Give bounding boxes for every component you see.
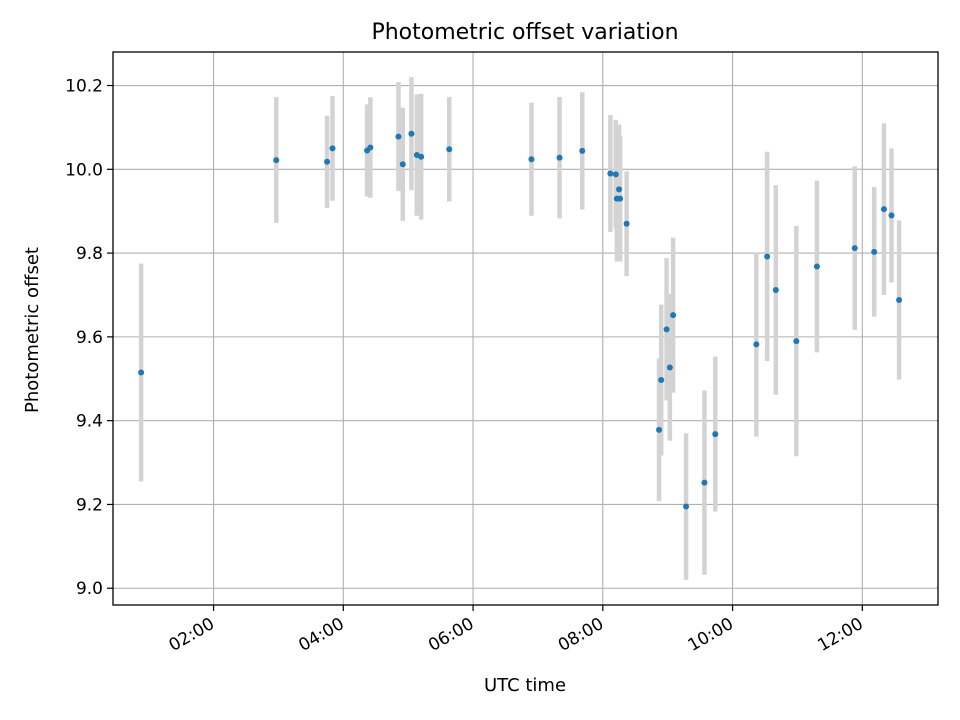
data-point (764, 253, 771, 260)
data-point (658, 377, 665, 384)
data-point (871, 248, 878, 255)
data-point (896, 297, 903, 304)
y-axis-ticks: 9.0 9.2 9.4 9.6 9.8 10.0 10.2 (65, 77, 113, 599)
data-point (793, 338, 800, 345)
y-tick-label: 9.8 (76, 244, 103, 264)
data-point (663, 326, 670, 333)
data-point (446, 146, 453, 153)
data-point (418, 153, 425, 160)
y-tick-label: 9.4 (76, 412, 103, 432)
x-axis-ticks: 02:00 04:00 06:00 08:00 10:00 12:00 (166, 605, 867, 656)
grid (113, 52, 938, 605)
y-tick-label: 10.0 (65, 160, 103, 180)
x-tick-label: 06:00 (425, 614, 477, 656)
data-point (813, 263, 820, 270)
data-point (666, 364, 673, 371)
data-point (683, 503, 690, 510)
data-point (712, 431, 719, 438)
x-tick-label: 02:00 (166, 614, 218, 656)
data-point (329, 145, 336, 152)
data-point (701, 479, 708, 486)
x-axis-label: UTC time (484, 675, 566, 696)
data-point (888, 212, 895, 219)
data-point (324, 158, 331, 165)
data-point (367, 144, 374, 151)
data-point (656, 426, 663, 433)
x-tick-label: 04:00 (295, 614, 347, 656)
data-point (579, 147, 586, 154)
x-tick-label: 12:00 (814, 614, 866, 656)
y-tick-label: 10.2 (65, 77, 103, 97)
data-point (617, 195, 624, 202)
chart-title: Photometric offset variation (371, 20, 678, 45)
data-point (607, 170, 614, 177)
x-tick-label: 08:00 (555, 614, 607, 656)
data-point (138, 369, 145, 376)
data-point (399, 161, 406, 168)
data-point (670, 312, 677, 319)
data-point (880, 206, 887, 213)
plot-frame (112, 51, 939, 606)
data-point (623, 220, 630, 227)
y-tick-label: 9.6 (76, 328, 103, 348)
y-axis-label: Photometric offset (22, 247, 43, 413)
data-point (408, 130, 415, 137)
x-tick-label: 10:00 (685, 614, 737, 656)
data-point (556, 154, 563, 161)
data-point (528, 156, 535, 163)
data-point (612, 171, 619, 178)
data-point (616, 186, 623, 193)
data-point (772, 286, 779, 293)
data-point (851, 245, 858, 252)
data-points (138, 130, 903, 510)
data-point (395, 133, 402, 140)
data-point (273, 157, 280, 164)
data-point (753, 341, 760, 348)
y-tick-label: 9.2 (76, 495, 103, 515)
y-tick-label: 9.0 (76, 579, 103, 599)
